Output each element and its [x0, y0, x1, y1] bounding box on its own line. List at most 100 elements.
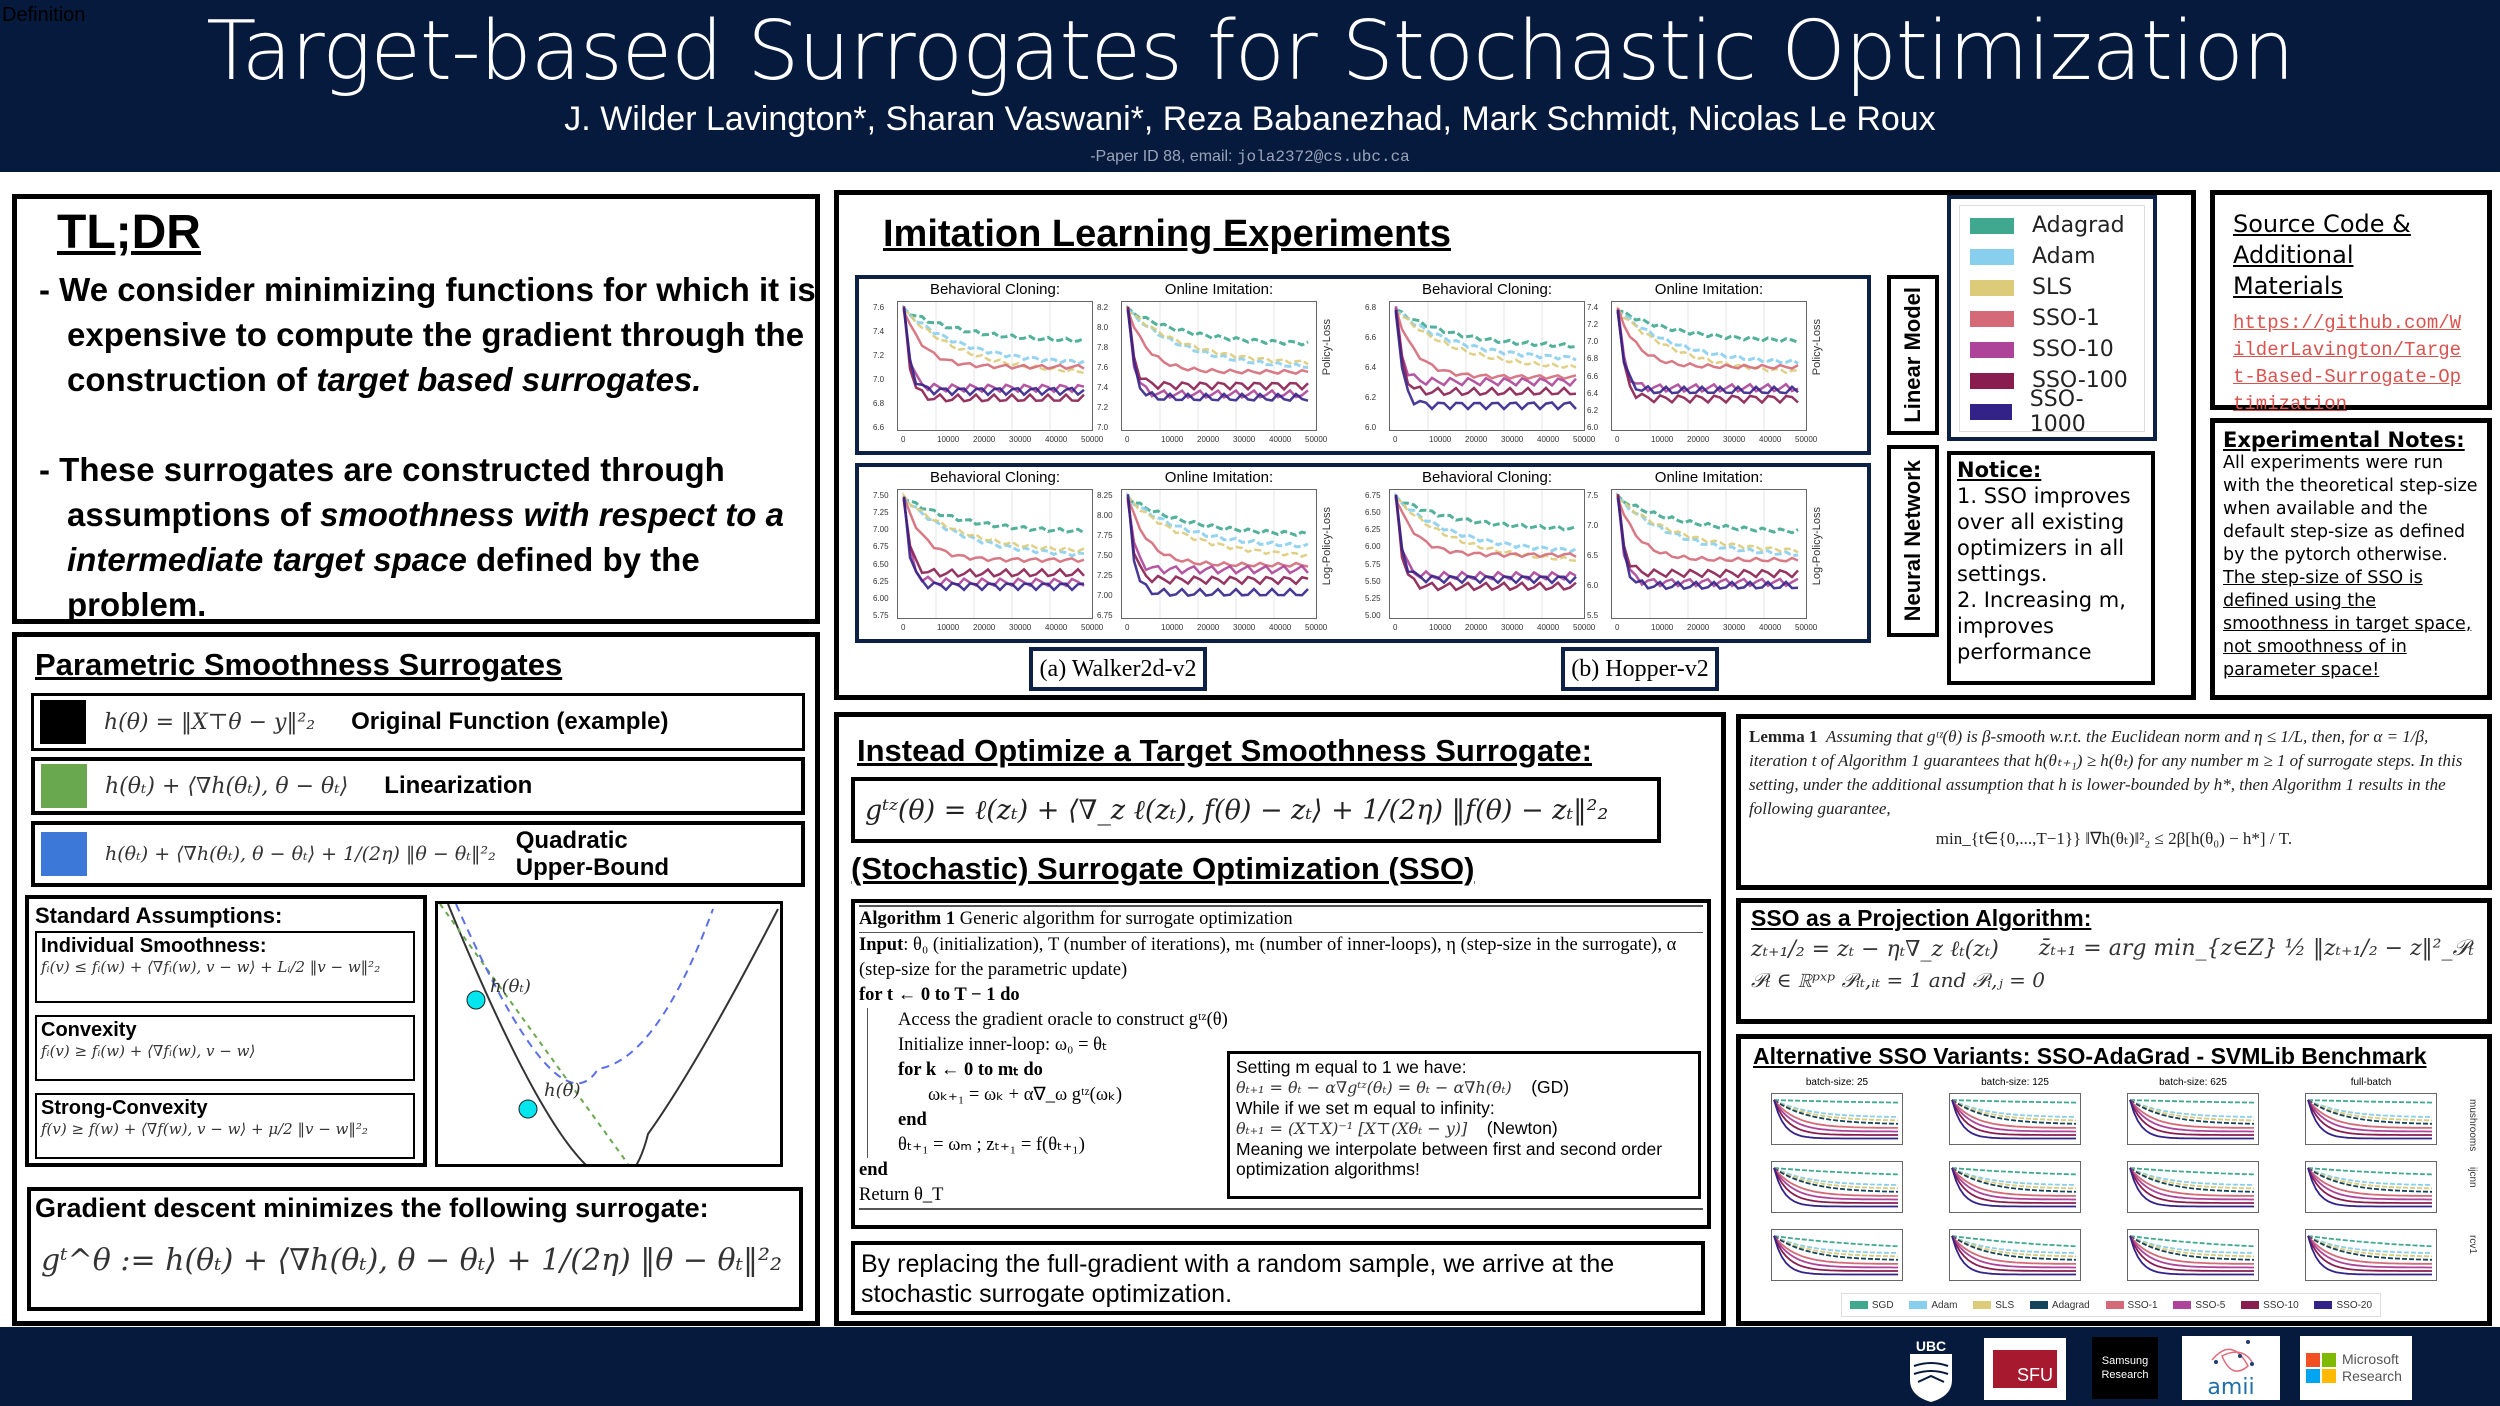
variants-subplot-canvas: [2129, 1099, 2255, 1140]
variants-series-sso-10: [2129, 1099, 2254, 1136]
variants-subplot-canvas: [1773, 1235, 1899, 1276]
series-line-sso-10: [1126, 498, 1309, 575]
variants-subplot: [1949, 1161, 2081, 1213]
variants-series-adam: [1773, 1235, 1899, 1254]
series-line-sso-1000: [1126, 494, 1309, 597]
color-swatch-blue: [41, 832, 87, 876]
variants-title: Alternative SSO Variants: SSO-AdaGrad - …: [1753, 1043, 2427, 1069]
x-tick-label: 10000: [1651, 435, 1674, 444]
x-tick-label: 20000: [1465, 623, 1488, 632]
variants-row-label: rcv1: [2467, 1235, 2478, 1254]
algorithm-input-label: Input: [859, 935, 904, 955]
series-line-sso-1: [1394, 498, 1577, 559]
variants-legend-swatch: [1909, 1301, 1928, 1309]
variants-column-title: batch-size: 125: [1981, 1077, 2049, 1088]
y-tick-label: 6.6: [873, 423, 885, 432]
x-tick-label: 0: [1615, 435, 1620, 444]
legend-item: SSO-100: [1970, 365, 2134, 396]
ubc-text: UBC: [1916, 1338, 1946, 1354]
series-line-adagrad: [1616, 492, 1799, 535]
x-tick-label: 50000: [1305, 435, 1328, 444]
y-tick-label: 7.2: [1587, 320, 1599, 330]
y-tick-label: 6.75: [1365, 491, 1381, 500]
amii-mark-icon: amii: [2207, 1340, 2255, 1400]
series-line-adam: [1616, 310, 1799, 365]
series-line-sso-1: [1126, 310, 1309, 375]
series-line-sls: [1394, 310, 1577, 369]
series-line-adagrad: [1394, 307, 1577, 349]
variants-series-adam: [1951, 1235, 2077, 1254]
variants-series-sso-1: [2307, 1235, 2432, 1265]
subplot-frame: [1121, 301, 1317, 431]
variants-legend-label: SSO-10: [2263, 1299, 2299, 1311]
legend-swatch: [1970, 372, 2014, 389]
variants-series-sgd: [2307, 1235, 2433, 1248]
subplot-canvas: [1126, 302, 1309, 430]
y-tick-label: 5.50: [1365, 576, 1381, 586]
x-tick-label: 50000: [1081, 435, 1104, 444]
variants-subplot-canvas: [2129, 1167, 2255, 1208]
legend-item: SLS: [1970, 272, 2134, 303]
variants-series-sso-20: [2307, 1099, 2432, 1140]
variants-series-adagrad: [1951, 1235, 2077, 1261]
inset-line-2: While if we set m equal to infinity:: [1236, 1098, 1495, 1118]
variants-series-sso-5: [1951, 1099, 2076, 1133]
github-link[interactable]: https://github.com/WilderLavington/Targe…: [2233, 312, 2462, 415]
subplot-title: Behavioral Cloning:: [929, 469, 1061, 486]
variants-series-sls: [1951, 1099, 2077, 1122]
variants-series-sso-5: [2307, 1235, 2432, 1269]
variants-legend-swatch: [2029, 1301, 2048, 1309]
lemma-formula: min_{t∈{0,...,T−1}} ‖∇h(θₜ)‖²₂ ≤ 2β[h(θ₀…: [1935, 829, 2293, 848]
variants-series-sso-10: [2307, 1099, 2432, 1136]
y-tick-label: 6.75: [873, 542, 889, 552]
variants-series-sso-10: [1951, 1235, 2076, 1272]
email-link[interactable]: jola2372@cs.ubc.ca: [1236, 148, 1410, 166]
variants-series-adagrad: [1951, 1167, 2077, 1193]
ubc-logo: UBC: [1906, 1336, 1956, 1402]
legend-swatch: [1970, 279, 2014, 296]
variants-series-sso-5: [1773, 1235, 1898, 1269]
lemma-text: Lemma 1 Assuming that gᵗᶻ(θ) is β-smooth…: [1749, 725, 2479, 821]
x-tick-label: 40000: [1269, 623, 1292, 632]
variants-series-sso-5: [1951, 1167, 2076, 1201]
subplot-canvas: [902, 490, 1085, 618]
variants-subplot-canvas: [2307, 1099, 2433, 1140]
imitation-panel: Imitation Learning Experiments Behaviora…: [834, 190, 2196, 700]
x-tick-label: 20000: [1197, 623, 1220, 632]
series-line-sso-100: [902, 498, 1085, 578]
y-tick-label: 7.2: [873, 351, 885, 360]
x-tick-label: 30000: [1009, 623, 1032, 632]
lemma-panel: Lemma 1 Assuming that gᵗᶻ(θ) is β-smooth…: [1736, 714, 2492, 890]
variants-series-sso-1: [2129, 1099, 2254, 1129]
sso-title: (Stochastic) Surrogate Optimization (SSO…: [851, 851, 1475, 886]
variants-series-sso-1: [1773, 1235, 1898, 1265]
row-label-linear: Linear Model: [1887, 275, 1939, 435]
variants-subplot-canvas: [1773, 1099, 1899, 1140]
optimizer-legend: Adagrad Adam SLS SSO-1 SSO-10 SSO-100 SSO-1000: [1947, 195, 2157, 441]
y-axis-label: Log-Policy-Loss: [1811, 507, 1823, 586]
x-tick-label: 30000: [1723, 435, 1746, 444]
y-tick-label: 8.2: [1097, 303, 1109, 312]
variants-subplot: [2305, 1093, 2437, 1145]
variants-legend-swatch: [1973, 1301, 1992, 1309]
poster-title: Target-based Surrogates for Stochastic O…: [206, 4, 2295, 99]
variants-series-adam: [2307, 1099, 2433, 1118]
experimental-notes-panel: Experimental Notes: All experiments were…: [2210, 418, 2492, 700]
y-tick-label: 7.75: [1097, 531, 1113, 540]
y-tick-label: 8.00: [1097, 511, 1113, 520]
series-line-adam: [902, 493, 1085, 558]
series-line-adam: [1394, 492, 1577, 554]
series-line-sso-100: [902, 306, 1085, 403]
variants-series-adam: [2307, 1167, 2433, 1186]
amii-text: amii: [2207, 1375, 2254, 1400]
x-tick-label: 50000: [1081, 623, 1104, 632]
surrogate-plot: h(θₜ) h(θ): [439, 903, 779, 1182]
variants-series-sso-1: [1951, 1235, 2076, 1265]
notes-underlined: The step-size of SSO is defined using th…: [2223, 568, 2472, 680]
subplot-title: Online Imitation:: [1164, 469, 1274, 486]
surrogate-illustration: h(θₜ) h(θ): [435, 901, 783, 1182]
variants-subplot: [2305, 1161, 2437, 1213]
y-tick-label: 5.00: [1365, 611, 1381, 620]
subplot-frame: [1611, 489, 1807, 619]
x-tick-label: 0: [1125, 435, 1130, 444]
